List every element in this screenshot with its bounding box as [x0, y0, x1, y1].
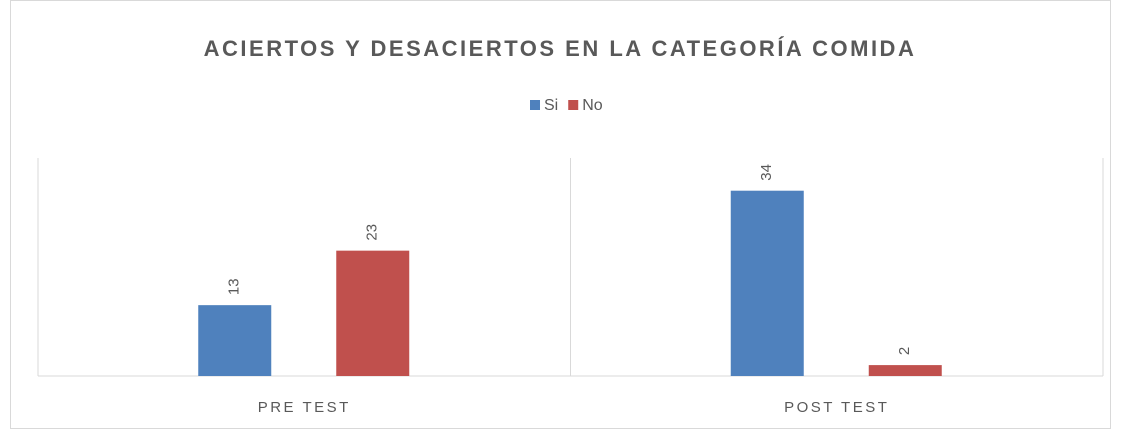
legend-swatch: [568, 100, 579, 110]
bar: [336, 250, 410, 376]
data-label: 2: [896, 347, 913, 355]
data-label: 23: [364, 224, 381, 241]
bar: [868, 365, 942, 376]
bar: [730, 190, 804, 376]
legend-label: Si: [544, 97, 558, 114]
chart-border: [10, 0, 1111, 429]
x-tick-label: PRE TEST: [258, 399, 351, 416]
legend-label: No: [582, 97, 603, 114]
data-label: 34: [758, 164, 775, 181]
chart-title: ACIERTOS Y DESACIERTOS EN LA CATEGORÍA C…: [204, 36, 917, 61]
x-tick-label: POST TEST: [784, 399, 889, 416]
bar: [198, 305, 272, 376]
data-label: 13: [226, 278, 243, 295]
legend-swatch: [530, 100, 540, 110]
